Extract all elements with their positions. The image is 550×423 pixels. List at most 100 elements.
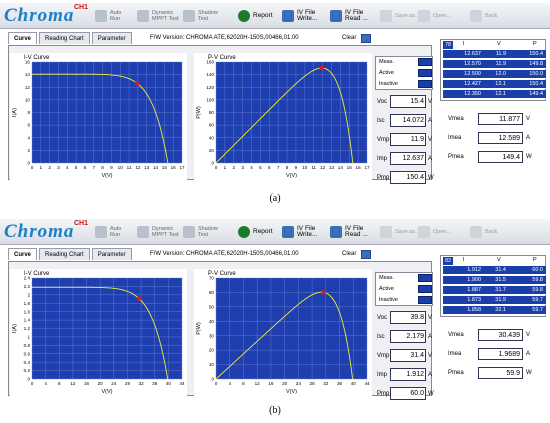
back-button: Back <box>470 7 497 25</box>
legend-label-meas: Meas. <box>379 59 394 65</box>
report-button[interactable]: Report <box>238 7 273 25</box>
tab-curve[interactable]: Curve <box>8 248 38 260</box>
app-logo: Chroma <box>4 221 75 242</box>
legend-row-meas[interactable]: Meas. <box>378 57 434 67</box>
chart-title: I-V Curve <box>24 271 50 277</box>
clear-icon[interactable] <box>361 250 371 259</box>
dynamic-mppt-test-button[interactable]: Dynamic MPPT Test <box>137 7 179 25</box>
table-cell: 12.0 <box>495 71 506 77</box>
column-header-p: P <box>533 257 537 263</box>
legend-row-meas[interactable]: Meas. <box>378 273 434 283</box>
imea-readout: Imea 12.589 A <box>448 132 548 144</box>
tab-reading-chart[interactable]: Reading Chart <box>39 248 90 260</box>
x-tick-label: 13 <box>144 165 150 170</box>
x-tick-label: 6 <box>268 165 271 170</box>
y-tick-label: 0.4 <box>24 360 31 365</box>
iv-file-write-button[interactable]: IV File Write... <box>282 7 317 25</box>
tab-curve[interactable]: Curve <box>8 32 38 44</box>
legend-row-active[interactable]: Active <box>378 68 434 78</box>
y-axis-label: I(A) <box>12 324 18 333</box>
x-tick-label: 1 <box>224 165 227 170</box>
meas-vmp: Vmp 11.9 V <box>375 133 433 146</box>
meas-unit: W <box>428 175 434 181</box>
tab-parameter[interactable]: Parameter <box>91 248 132 260</box>
legend-row-active[interactable]: Active <box>378 284 434 294</box>
mea-unit: W <box>526 154 532 160</box>
meas-name: Pmp <box>377 175 390 181</box>
auto-run-label: Auto Run <box>110 226 122 238</box>
table-row[interactable]: 1.912 31.4 60.0 <box>443 266 546 275</box>
auto-run-button[interactable]: Auto Run <box>95 223 121 241</box>
table-row[interactable]: 1.900 31.5 59.8 <box>443 276 546 285</box>
shadow-test-label: Shadow Test <box>198 226 218 238</box>
pv-series-line <box>215 67 354 164</box>
table-row[interactable]: 12.350 12.1 149.4 <box>443 90 546 99</box>
x-tick-label: 5 <box>259 165 262 170</box>
y-tick-label: 100 <box>206 97 214 102</box>
toolbar: Chroma CH1 Auto Run Dynamic MPPT Test Shadow… <box>0 3 550 29</box>
y-tick-label: 10 <box>209 362 215 367</box>
y-tick-label: 50 <box>209 304 215 309</box>
table-row[interactable]: 12.427 12.1 150.4 <box>443 80 546 89</box>
run-icon <box>95 10 107 22</box>
clear-icon[interactable] <box>361 34 371 43</box>
legend-label-active: Active <box>379 286 394 292</box>
iv-file-write-button[interactable]: IV File Write... <box>282 223 317 241</box>
max-power-point-marker <box>319 65 324 71</box>
y-tick-label: 16 <box>25 60 31 65</box>
legend-label-active: Active <box>379 70 394 76</box>
clear-button[interactable]: Clear <box>342 251 357 257</box>
back-label: Back <box>485 13 498 19</box>
x-tick-label: 3 <box>57 165 60 170</box>
y-tick-label: 8 <box>27 110 30 115</box>
y-tick-label: 60 <box>209 290 215 295</box>
y-tick-label: 80 <box>209 110 215 115</box>
y-tick-label: 1 <box>27 335 30 340</box>
reading-list[interactable]: 82 I V P 1.912 31.4 60.0 1.900 31.5 59.8 1.887 31.7… <box>440 255 546 317</box>
chart-title: P-V Curve <box>208 271 236 277</box>
meas-value: 31.4 <box>390 349 426 362</box>
vmea-readout: Vmea 30.439 V <box>448 329 548 341</box>
iv-file-read-button[interactable]: IV File Read ... <box>330 223 368 241</box>
dynamic-mppt-test-label: Dynamic MPPT Test <box>152 226 179 238</box>
report-button[interactable]: Report <box>238 223 273 241</box>
legend-row-inactive[interactable]: Inactive <box>378 79 434 89</box>
table-cell: 59.8 <box>532 287 543 293</box>
auto-run-button[interactable]: Auto Run <box>95 7 121 25</box>
x-tick-label: 0 <box>31 165 34 170</box>
column-header-i: I <box>463 41 465 47</box>
legend-swatch-inactive[interactable] <box>418 296 432 304</box>
table-row[interactable]: 12.500 12.0 150.0 <box>443 70 546 79</box>
legend-swatch-meas[interactable] <box>418 274 432 282</box>
dynamic-mppt-test-button[interactable]: Dynamic MPPT Test <box>137 223 179 241</box>
legend-swatch-inactive[interactable] <box>418 80 432 88</box>
table-row[interactable]: 1.858 32.1 59.7 <box>443 306 546 315</box>
table-row[interactable]: 12.570 11.9 149.8 <box>443 60 546 69</box>
y-tick-label: 1.2 <box>24 326 31 331</box>
meas-isc: Isc 2.179 A <box>375 330 433 343</box>
legend-label-inactive: Inactive <box>379 297 398 303</box>
meas-name: Voc <box>377 99 388 105</box>
table-cell: 31.9 <box>495 297 506 303</box>
shadow-test-button[interactable]: Shadow Test <box>183 7 218 25</box>
meas-name: Vmp <box>377 137 390 143</box>
x-tick-label: 11 <box>311 165 316 170</box>
tab-parameter[interactable]: Parameter <box>91 32 132 44</box>
x-tick-label: 2 <box>48 165 51 170</box>
shadow-test-button[interactable]: Shadow Test <box>183 223 218 241</box>
legend-swatch-meas[interactable] <box>418 58 432 66</box>
x-tick-label: 13 <box>329 165 335 170</box>
mea-unit: V <box>526 332 531 338</box>
table-row[interactable]: 1.873 31.9 59.7 <box>443 296 546 305</box>
reading-list[interactable]: 78 I V P 12.637 11.9 150.4 12.570 11.9 149.8 12.50… <box>440 39 546 101</box>
legend-swatch-active[interactable] <box>418 69 432 77</box>
clear-button[interactable]: Clear <box>342 35 357 41</box>
table-row[interactable]: 1.887 31.7 59.8 <box>443 286 546 295</box>
legend-row-inactive[interactable]: Inactive <box>378 295 434 305</box>
tab-bar: Curve Reading Chart Parameter <box>8 248 134 260</box>
tab-reading-chart[interactable]: Reading Chart <box>39 32 90 44</box>
legend-swatch-active[interactable] <box>418 285 432 293</box>
table-row[interactable]: 12.637 11.9 150.4 <box>443 50 546 59</box>
iv-file-read-button[interactable]: IV File Read ... <box>330 7 368 25</box>
table-cell: 59.7 <box>532 297 543 303</box>
